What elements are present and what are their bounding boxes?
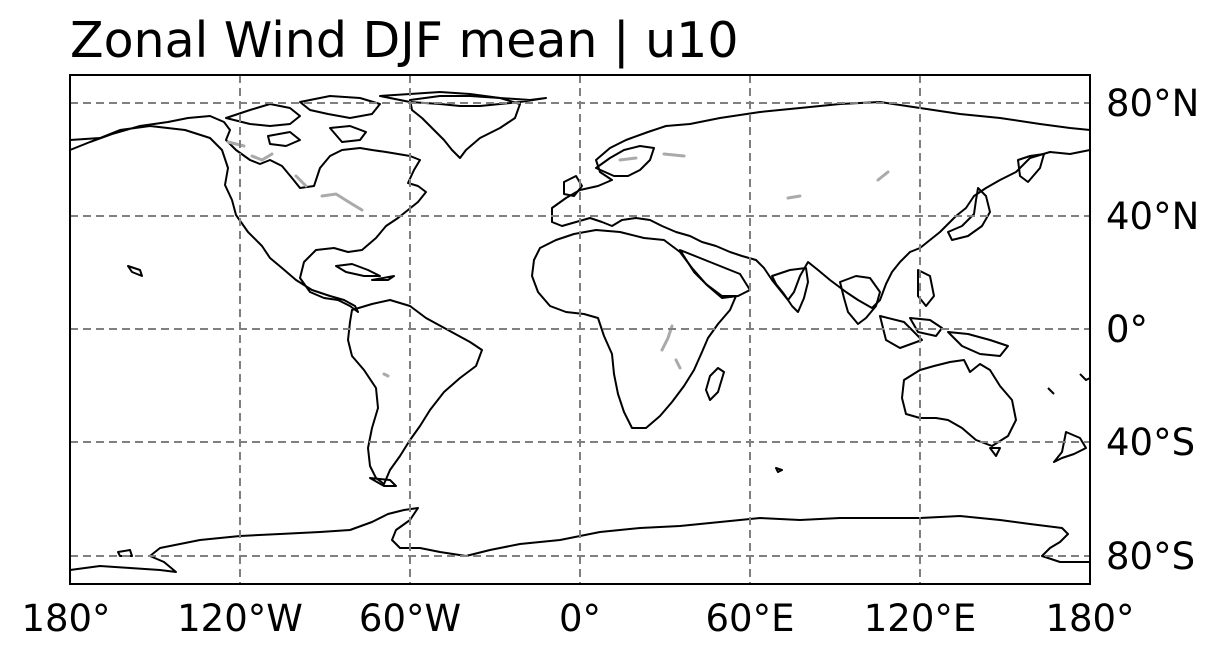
coastline-scandinavia xyxy=(595,145,655,177)
lat-label-40s: 40°S xyxy=(1106,421,1195,464)
lon-label-120e: 120°E xyxy=(864,597,977,640)
gridlines xyxy=(70,75,1090,584)
lat-label-80s: 80°S xyxy=(1106,535,1195,578)
lat-label-80n: 80°N xyxy=(1106,82,1199,125)
coastline-south-america xyxy=(347,299,483,485)
coastline-north-america xyxy=(69,115,427,313)
coastlines xyxy=(69,91,1091,573)
coastline-uk xyxy=(563,175,583,197)
coastline-southeast-asia xyxy=(839,275,881,325)
lon-label-180e: 180° xyxy=(1045,597,1134,640)
coastline-new-zealand xyxy=(1053,431,1087,463)
coastline-tasmania xyxy=(989,447,1001,457)
coastline-arctic-islands xyxy=(225,103,301,127)
lon-label-120w: 120°W xyxy=(177,597,303,640)
coastline-australia xyxy=(901,359,1017,447)
map-title: Zonal Wind DJF mean | u10 xyxy=(70,12,739,69)
coastline-antarctica xyxy=(69,507,1090,573)
coastline-india xyxy=(771,267,809,313)
lon-label-60w: 60°W xyxy=(359,597,461,640)
lat-label-40n: 40°N xyxy=(1106,195,1199,238)
coastline-japan xyxy=(947,187,991,241)
lat-tick-labels: 80°N 40°N 0° 40°S 80°S xyxy=(1106,82,1199,578)
coastline-africa xyxy=(531,229,737,429)
lakes-east-africa xyxy=(660,324,682,370)
lon-label-60e: 60°E xyxy=(706,597,795,640)
coastline-madagascar xyxy=(705,367,725,401)
coastline-tierra-del-fuego xyxy=(369,477,397,487)
map-frame xyxy=(69,74,1091,585)
coastline-cuba xyxy=(335,263,381,277)
lakes-canada xyxy=(226,140,364,212)
lakes xyxy=(226,140,890,378)
coastline-europe xyxy=(551,101,1091,309)
coastline-greenland xyxy=(409,95,521,159)
lon-tick-labels: 180° 120°W 60°W 0° 60°E 120°E 180° xyxy=(21,597,1134,640)
lakes-asia xyxy=(618,152,890,200)
coastline-arabia xyxy=(679,249,751,299)
lon-label-0: 0° xyxy=(559,597,601,640)
lat-label-0: 0° xyxy=(1106,308,1148,351)
lon-label-180w: 180° xyxy=(21,597,110,640)
